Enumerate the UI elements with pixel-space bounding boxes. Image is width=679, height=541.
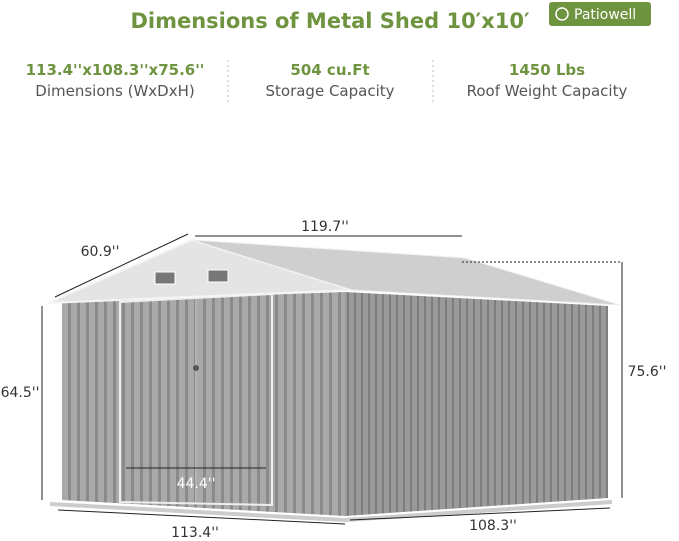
spec-label: Storage Capacity <box>265 82 394 100</box>
dimension-label: 60.9'' <box>81 244 120 260</box>
dimension-label: 108.3'' <box>469 518 517 534</box>
dimension-label: 119.7'' <box>301 219 349 235</box>
dimension-label: 64.5'' <box>1 385 40 401</box>
spec-value: 504 cu.Ft <box>290 61 369 79</box>
spec-value: 113.4''x108.3''x75.6'' <box>26 61 205 79</box>
brand-badge <box>549 2 651 26</box>
dimension-lines <box>41 233 623 525</box>
dimension-label: 44.4'' <box>177 476 216 492</box>
brand-icon <box>555 7 569 21</box>
brand: Patiowell <box>574 7 636 23</box>
shed <box>47 238 621 522</box>
title: Dimensions of Metal Shed 10′x10′ <box>130 9 530 33</box>
spec-value: 1450 Lbs <box>509 61 585 79</box>
dimension-label: 113.4'' <box>171 525 219 541</box>
dimension-label: 75.6'' <box>628 364 667 380</box>
spec-label: Dimensions (WxDxH) <box>35 82 194 100</box>
spec-label: Roof Weight Capacity <box>467 82 628 100</box>
